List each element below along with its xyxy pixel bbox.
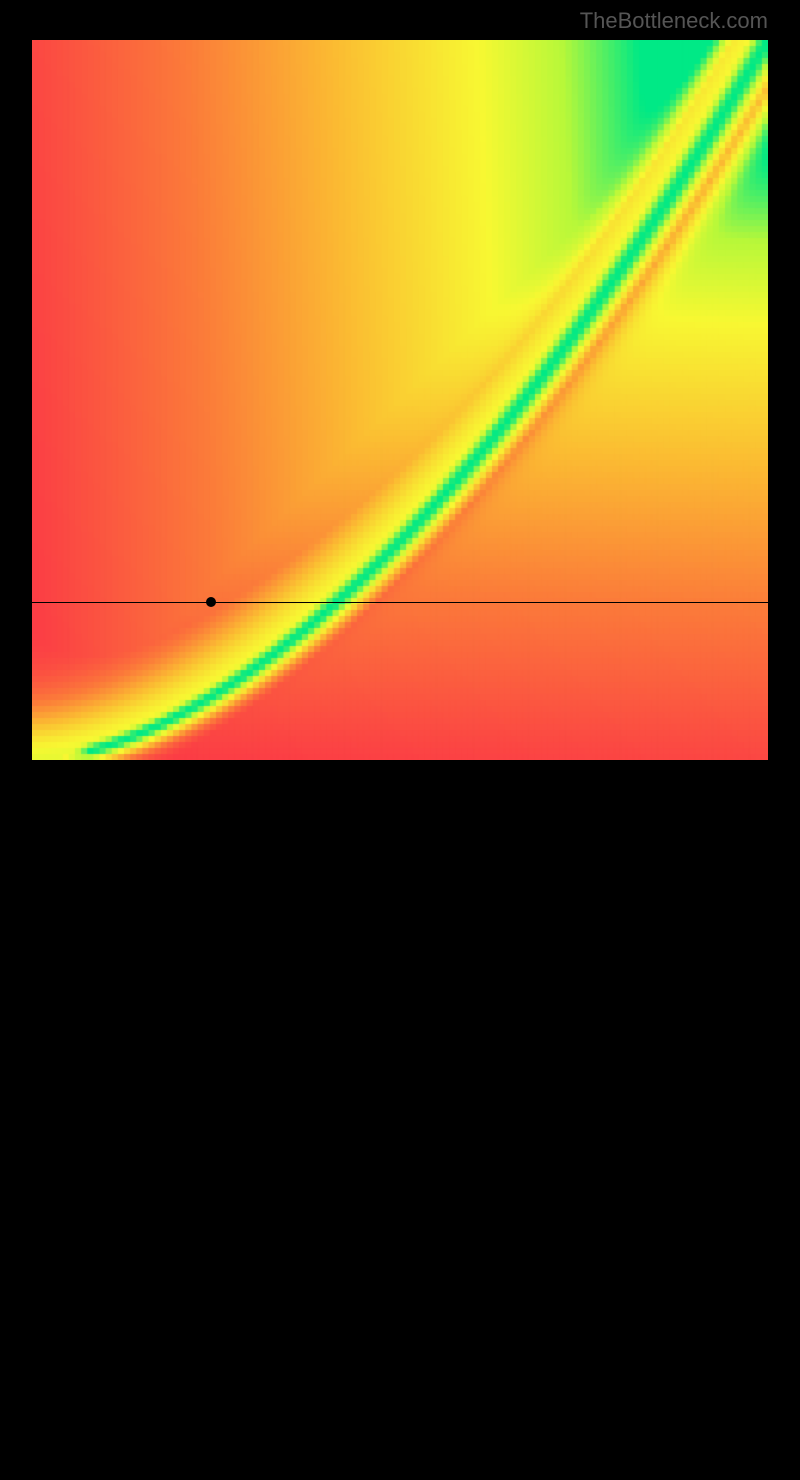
source-watermark: TheBottleneck.com	[580, 8, 768, 34]
heatmap-canvas	[32, 40, 768, 760]
crosshair-vertical-line	[211, 760, 212, 1480]
bottleneck-heatmap	[32, 40, 768, 760]
crosshair-horizontal-line	[32, 602, 768, 603]
crosshair-marker-dot	[206, 597, 216, 607]
